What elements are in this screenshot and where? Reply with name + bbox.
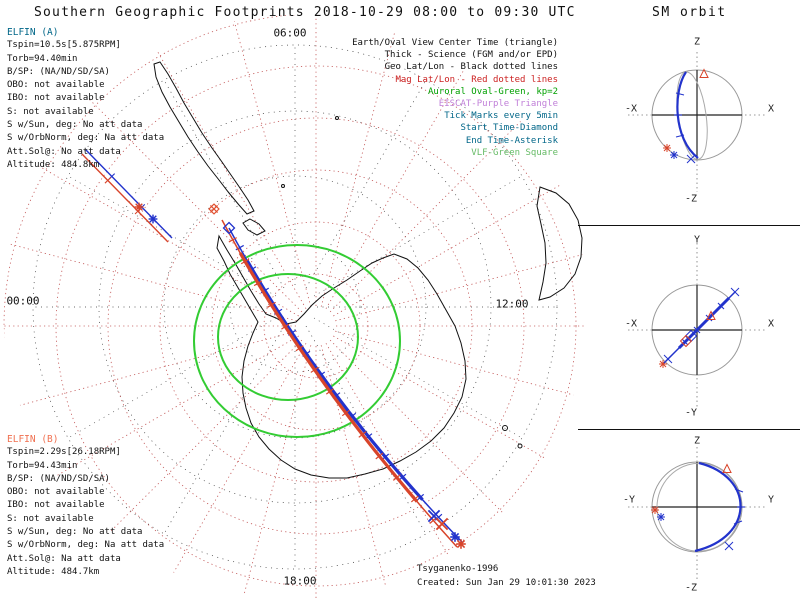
legend-line: Geo Lat/Lon - Black dotted lines [384, 62, 558, 73]
axis-label: Y [767, 494, 775, 506]
tierra-del-fuego-coastline [242, 218, 266, 236]
elfin-a-title: ELFIN (A) [7, 27, 59, 38]
sm-orbit-panel-xy [628, 243, 766, 408]
axis-label: X [767, 318, 775, 330]
elfin-b-title: ELFIN (B) [7, 434, 59, 445]
elfin-a-line: IBO: not available [7, 93, 105, 104]
credits: Tsyganenko-1996 Created: Sun Jan 29 10:0… [417, 563, 596, 590]
end-asterisk-marker [656, 512, 666, 522]
elfin-b-line: S w/Sun, deg: No att data [7, 527, 143, 538]
elfin-a-line: S: not available [7, 106, 94, 117]
island [502, 425, 508, 431]
island [517, 443, 523, 449]
sm-orbit-title: SM orbit [652, 5, 727, 20]
elfin-b-line: S: not available [7, 513, 94, 524]
legend-line: Tick Marks every 5min [444, 111, 558, 122]
x-marker [724, 541, 734, 551]
mlt-label-1800: 18:00 [283, 574, 317, 588]
legend-line: Mag Lat/Lon - Red dotted lines [395, 74, 558, 85]
end-asterisk-marker [669, 150, 679, 160]
mlt-label-0600: 06:00 [273, 26, 307, 40]
legend-line: EISCAT-Purple Triangle [438, 99, 558, 110]
satellite-footprints [81, 149, 463, 548]
sm-orbit-panel-yz [628, 447, 766, 580]
page-title: Southern Geographic Footprints 2018-10-2… [34, 5, 576, 20]
elfin-a-line: Torb=94.40min [7, 53, 78, 64]
coastline-fragment [536, 186, 583, 301]
axis-label: Y [693, 234, 701, 246]
antarctica-coastline [216, 234, 467, 479]
x-marker [730, 287, 740, 297]
legend-line: Thick - Science (FGM and/or EPD) [384, 50, 558, 61]
axis-label: -Y [684, 407, 698, 419]
geo-grid [32, 44, 558, 570]
mlt-label-1200: 12:00 [495, 297, 529, 311]
axis-label: -Y [622, 494, 636, 506]
axis-label: -X [624, 103, 638, 115]
elfin-b-line: B/SP: (NA/ND/SD/SA) [7, 473, 110, 484]
auroral-oval [193, 244, 401, 438]
mlt-label-0000: 00:00 [6, 294, 40, 308]
axis-label: Z [693, 435, 701, 447]
elfin-a-line: B/SP: (NA/ND/SD/SA) [7, 66, 110, 77]
axis-label: X [767, 103, 775, 115]
elfin-a-info: ELFIN (A) Tspin=10.5s[5.875RPM] Torb=94.… [7, 26, 164, 172]
axis-label: -X [624, 318, 638, 330]
south-america-coastline [153, 61, 255, 215]
model-label: Tsyganenko-1996 [417, 564, 499, 574]
created-label: Created: Sun Jan 29 10:01:30 2023 [417, 577, 596, 588]
coastlines [153, 61, 583, 479]
legend-line: Earth/Oval View Center Time (triangle) [352, 38, 558, 48]
elfin-b-line: IBO: not available [7, 500, 105, 511]
elfin-b-line: Att.Sol@: Na att data [7, 553, 121, 564]
end-asterisk-marker [650, 505, 660, 515]
elfin-a-line: OBO: not available [7, 80, 105, 91]
elfin-b-line: OBO: not available [7, 487, 105, 498]
elfin-b-line: Altitude: 484.7km [7, 566, 100, 577]
elfin-b-info: ELFIN (B) Tspin=2.29s[26.18RPM] Torb=94.… [7, 433, 164, 579]
island [281, 184, 285, 188]
legend-line: Start Time-Diamond [460, 123, 558, 134]
legend-line: Auroral Oval-Green, kp=2 [427, 86, 558, 97]
elfin-b-line: Tspin=2.29s[26.18RPM] [7, 447, 121, 458]
elfin-a-line: Tspin=10.5s[5.875RPM] [7, 40, 121, 51]
plot-legend: Earth/Oval View Center Time (triangle) T… [352, 37, 558, 159]
island [335, 116, 339, 120]
legend-line: VLF-Green Square [471, 147, 558, 158]
elfin-b-line: Torb=94.43min [7, 460, 78, 471]
x-marker [663, 354, 673, 364]
elfin-a-line: S w/OrbNorm, deg: Na att data [7, 133, 165, 144]
legend-line: End Time-Asterisk [465, 135, 558, 146]
elfin-a-line: S w/Sun, deg: No att data [7, 120, 143, 131]
elfin-a-line: Att.Sol@: No att data [7, 146, 121, 157]
end-asterisk-marker [662, 143, 672, 153]
elfin-b-line: S w/OrbNorm, deg: Na att data [7, 540, 165, 551]
axis-label: Z [693, 36, 701, 48]
axis-label: -Z [684, 582, 698, 594]
axis-label: -Z [684, 193, 698, 205]
sm-orbit-panel-xz [628, 52, 766, 192]
elfin-a-line: Altitude: 484.8km [7, 159, 100, 170]
